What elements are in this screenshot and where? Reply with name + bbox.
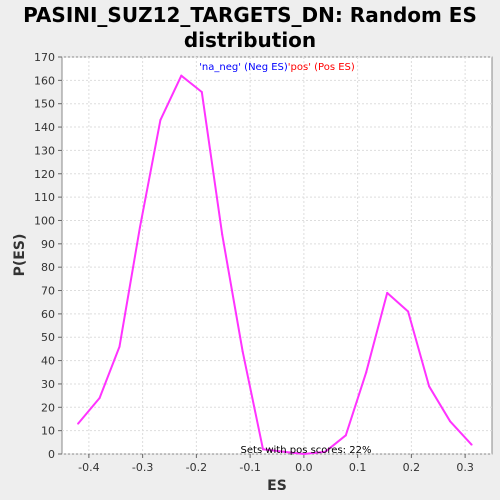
plot-area [61, 56, 493, 455]
y-tick-label: 40 [41, 355, 55, 368]
y-axis-label: P(ES) [12, 234, 28, 277]
x-tick-label: 0.3 [456, 461, 474, 474]
y-tick-label: 110 [34, 191, 55, 204]
data-point [138, 226, 141, 229]
data-point [302, 453, 305, 455]
y-tick-label: 170 [34, 51, 55, 64]
data-point [344, 434, 347, 437]
data-point [241, 350, 244, 353]
y-tick-label: 90 [41, 238, 55, 251]
y-axis: 0 10 20 30 40 50 60 70 80 90 100 110 120 130 140 150 160… [34, 51, 62, 461]
series-layer [77, 74, 473, 455]
data-point [77, 422, 80, 425]
data-point [428, 385, 431, 388]
data-point [407, 310, 410, 313]
data-point [221, 233, 224, 236]
x-axis: -0.4 -0.3 -0.2 -0.1 0.0 0.1 0.2 0.3 [78, 454, 474, 474]
data-point [98, 396, 101, 399]
data-point [200, 91, 203, 94]
x-tick-label: -0.1 [239, 461, 260, 474]
y-tick-label: 100 [34, 214, 55, 227]
x-tick-label: 0.1 [349, 461, 367, 474]
y-tick-label: 20 [41, 401, 55, 414]
legend: 'na_neg' (Neg ES)'pos' (Pos ES) [199, 62, 355, 73]
x-tick-label: -0.4 [78, 461, 99, 474]
y-tick-label: 70 [41, 285, 55, 298]
y-tick-label: 10 [41, 425, 55, 438]
y-tick-label: 60 [41, 308, 55, 321]
y-tick-label: 150 [34, 98, 55, 111]
data-point [262, 448, 265, 451]
data-point [449, 420, 452, 423]
annotation: Sets with pos scores: 22% [241, 445, 372, 456]
x-axis-label: ES [267, 478, 287, 494]
data-point [470, 443, 473, 446]
series-line-0 [77, 74, 473, 455]
y-tick-label: 130 [34, 144, 55, 157]
data-point [159, 119, 162, 122]
x-tick-label: 0.0 [295, 461, 313, 474]
data-point [180, 74, 183, 77]
legend-pos: 'pos' (Pos ES) [288, 62, 355, 73]
data-point [324, 450, 327, 453]
y-tick-label: 0 [48, 448, 55, 461]
x-tick-label: -0.2 [186, 461, 207, 474]
x-tick-label: 0.2 [403, 461, 421, 474]
data-point [118, 345, 121, 348]
y-tick-label: 50 [41, 331, 55, 344]
y-tick-label: 80 [41, 261, 55, 274]
y-tick-label: 140 [34, 121, 55, 134]
data-point [365, 371, 368, 374]
data-point [386, 291, 389, 294]
x-tick-label: -0.3 [132, 461, 153, 474]
chart-title-line-2: distribution [184, 28, 316, 52]
y-tick-label: 160 [34, 74, 55, 87]
data-point [282, 450, 285, 453]
y-tick-label: 30 [41, 378, 55, 391]
legend-neg: 'na_neg' (Neg ES) [199, 62, 288, 73]
y-tick-label: 120 [34, 168, 55, 181]
chart-title-line-1: PASINI_SUZ12_TARGETS_DN: Random ES [23, 3, 477, 27]
